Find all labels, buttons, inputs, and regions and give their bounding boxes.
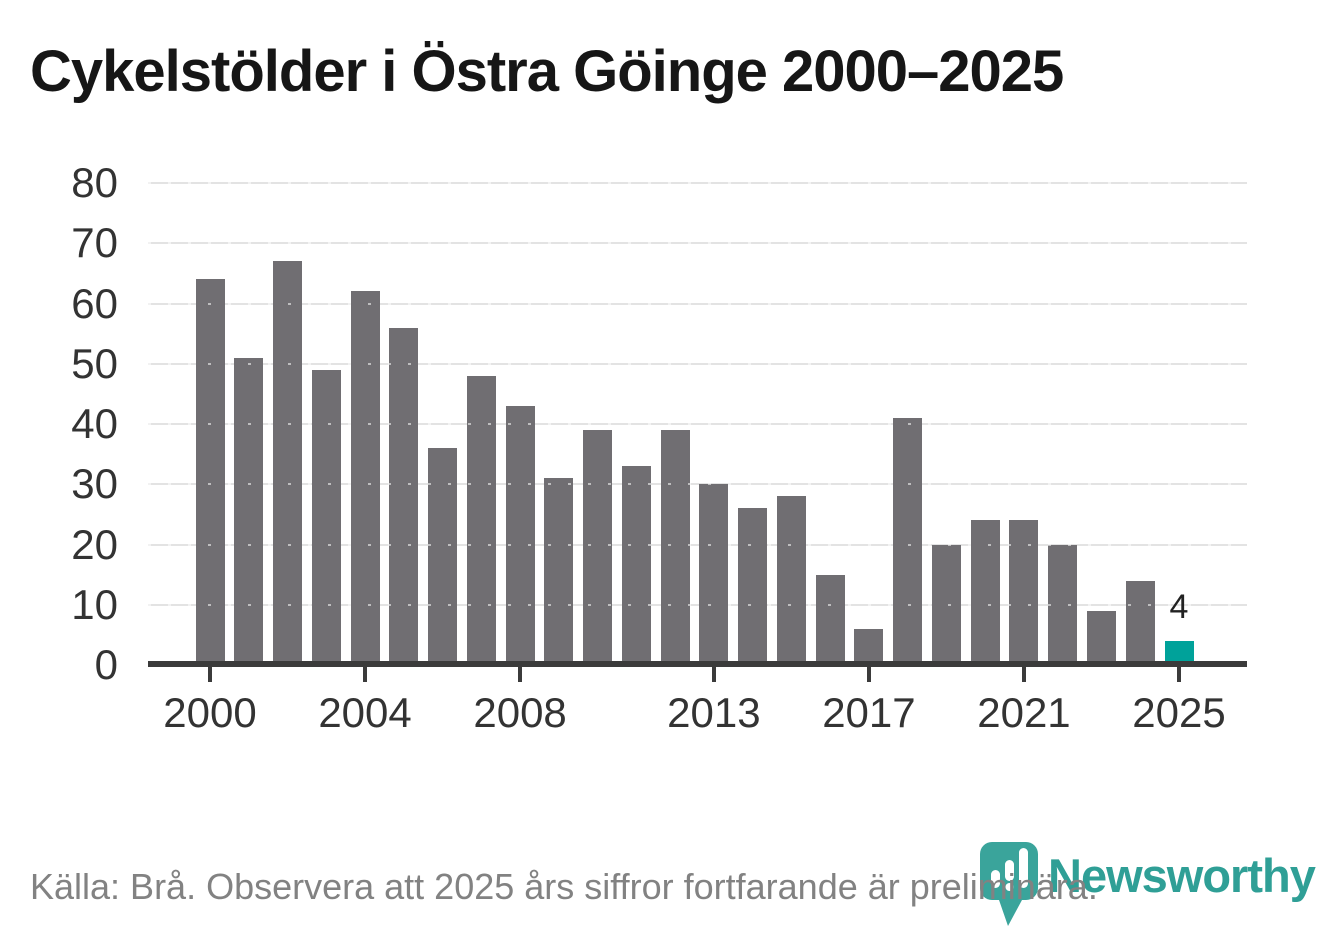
- bar-2010: [583, 430, 613, 665]
- bar-2002: [273, 261, 303, 665]
- source-note: Källa: Brå. Observera att 2025 års siffr…: [30, 866, 1098, 907]
- x-tick-2017: [866, 667, 871, 682]
- x-tick-label-2017: 2017: [822, 689, 916, 736]
- bar-2021: [1009, 520, 1039, 665]
- y-tick-label-20: 20: [71, 520, 118, 568]
- newsworthy-wordmark: Newsworthy: [1048, 849, 1316, 902]
- gridline-overlay-40: [148, 423, 1247, 425]
- data-label-2025: 4: [1169, 587, 1189, 626]
- x-tick-label-2004: 2004: [318, 689, 412, 736]
- bar-2007: [466, 375, 496, 665]
- x-tick-2013: [711, 667, 716, 682]
- bar-2024: [1125, 580, 1155, 665]
- bar-2005: [389, 327, 419, 665]
- x-tick-label-2013: 2013: [667, 689, 761, 736]
- bar-2011: [621, 466, 651, 665]
- bar-2013: [699, 484, 729, 665]
- bar-2001: [234, 357, 264, 665]
- newsworthy-chart-pin-icon: [980, 842, 1038, 926]
- y-tick-label-50: 50: [71, 339, 118, 387]
- bar-2003: [311, 369, 341, 665]
- gridline-overlay-20: [148, 543, 1247, 546]
- bar-2006: [428, 448, 458, 665]
- y-tick-label-30: 30: [71, 460, 118, 508]
- y-tick-label-80: 80: [71, 159, 118, 206]
- x-tick-2004: [363, 667, 368, 682]
- x-tick-2025: [1177, 667, 1181, 682]
- gridline-overlay-10: [148, 603, 1247, 606]
- y-tick-label-0: 0: [94, 641, 118, 688]
- x-tick-label-2008: 2008: [473, 689, 567, 736]
- bar-2004: [350, 291, 380, 665]
- bar-2025: [1164, 640, 1194, 665]
- gridline-overlay-50: [148, 362, 1247, 365]
- bar-chart: 0 10 20 30 40 50 60 70 80 4 2000 2004 2008 2013 2017…: [0, 159, 1247, 755]
- gridline-overlay-60: [148, 302, 1247, 305]
- x-tick-label-2000: 2000: [163, 689, 257, 736]
- x-tick-label-2025: 2025: [1132, 689, 1226, 736]
- x-axis: 2000 2004 2008 2013 2017 2021 2025: [148, 665, 1247, 755]
- bar-2009: [544, 478, 574, 665]
- newsworthy-logo: Newsworthy: [978, 840, 1316, 939]
- bar-2008: [505, 405, 535, 665]
- y-axis: 0 10 20 30 40 50 60 70 80: [0, 159, 118, 688]
- gridline-overlay-30: [148, 483, 1247, 486]
- bar-2020: [970, 520, 1000, 665]
- chart-title: Cykelstölder i Östra Göinge 2000–2025: [30, 39, 1064, 104]
- bar-2017: [854, 628, 884, 665]
- bar-2012: [660, 430, 690, 665]
- y-tick-label-70: 70: [71, 219, 118, 267]
- x-axis-line: [148, 661, 1247, 667]
- bar-2000: [195, 279, 225, 665]
- x-tick-2021: [1021, 667, 1026, 682]
- gridline-overlay-70: [148, 242, 1247, 245]
- y-tick-label-10: 10: [71, 580, 118, 628]
- plot-area: 4: [148, 182, 1247, 665]
- x-tick-2000: [208, 667, 212, 682]
- y-tick-label-40: 40: [71, 400, 118, 447]
- x-tick-label-2021: 2021: [977, 689, 1071, 736]
- bar-2018: [893, 417, 923, 665]
- x-tick-2008: [518, 667, 523, 682]
- bar-2014: [738, 508, 768, 665]
- bar-2016: [815, 574, 845, 665]
- y-tick-label-60: 60: [71, 279, 118, 327]
- bar-2023: [1086, 610, 1116, 665]
- gridline-overlay-80: [148, 182, 1247, 184]
- bar-2015: [776, 496, 806, 665]
